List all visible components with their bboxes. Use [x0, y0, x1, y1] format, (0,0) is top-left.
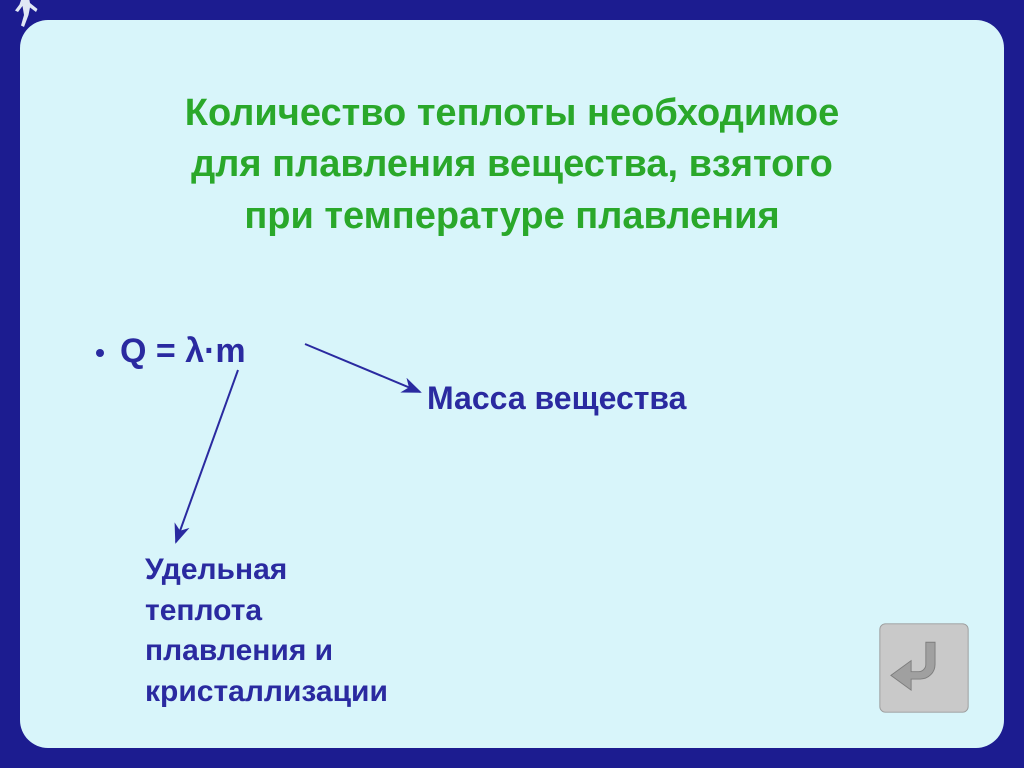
arrow-to-heat [176, 370, 238, 542]
title-line-1: Количество теплоты необходимое [185, 92, 839, 134]
slide-inner-panel: Количество теплоты необходимое для плавл… [20, 20, 1004, 748]
uturn-icon [878, 622, 970, 714]
formula-line: Q = λ·m [96, 332, 246, 371]
label-heat: Удельнаятеплотаплавления икристаллизации [145, 550, 388, 712]
slide-outer-frame: Количество теплоты необходимое для плавл… [0, 0, 1024, 768]
formula-text: Q = λ·m [120, 332, 246, 370]
bullet-icon [96, 349, 104, 357]
label-mass: Масса вещества [427, 380, 686, 417]
arrow-to-mass [305, 344, 420, 392]
back-button[interactable] [878, 622, 970, 714]
title-line-2: для плавления вещества, взятого [191, 143, 833, 185]
title-line-3: при температуре плавления [244, 195, 779, 237]
slide-title: Количество теплоты необходимое для плавл… [20, 88, 1004, 242]
